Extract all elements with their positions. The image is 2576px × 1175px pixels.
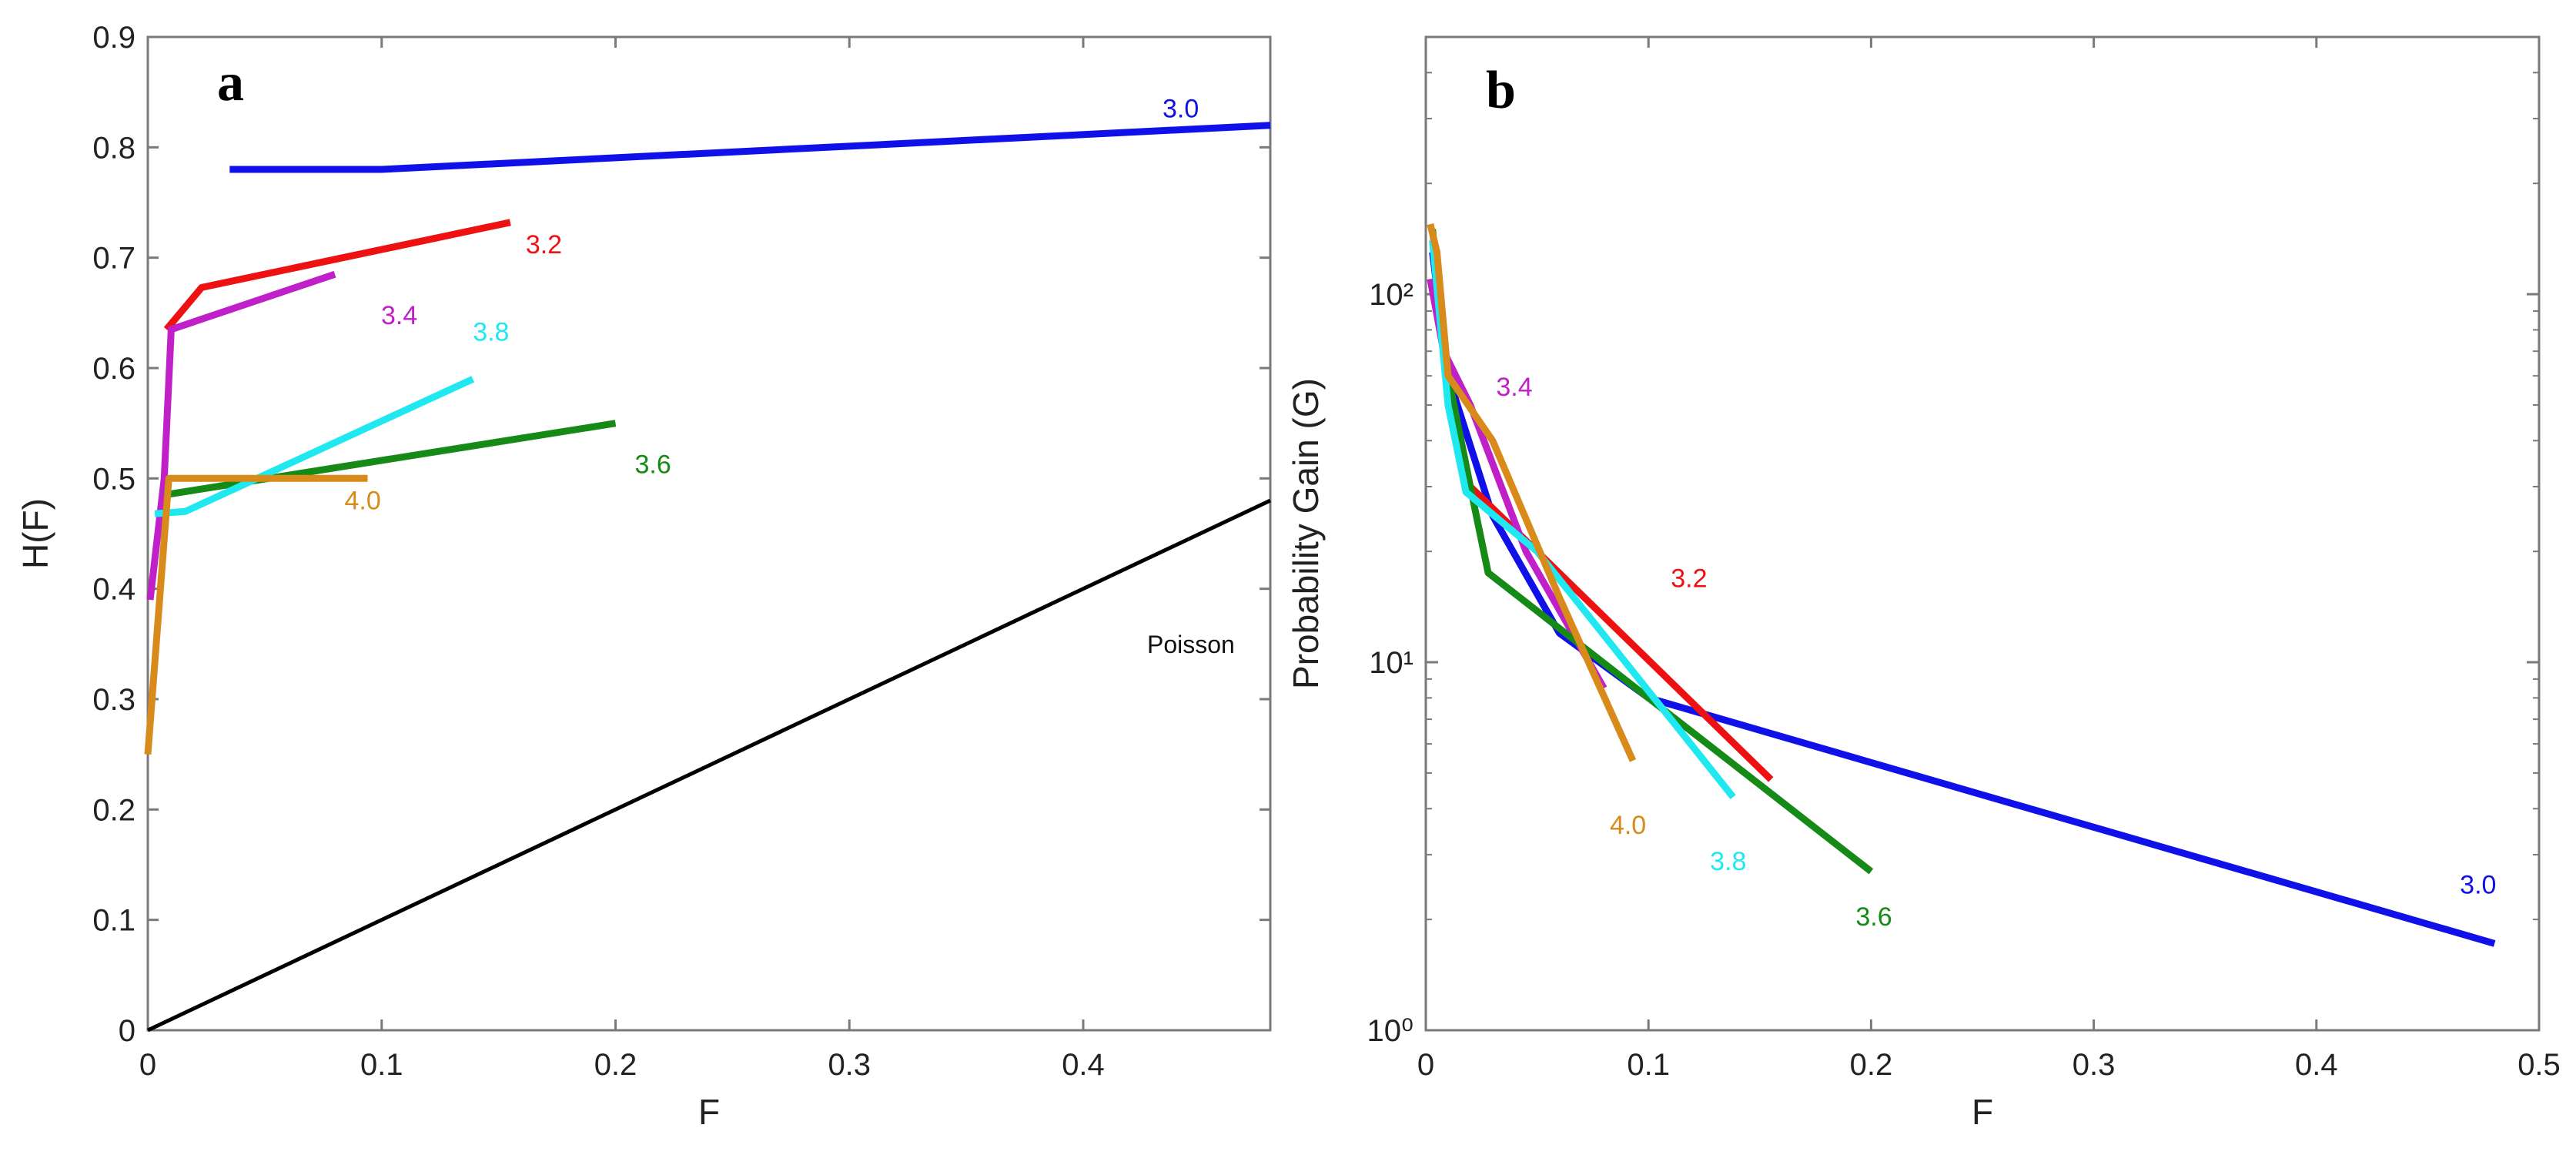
x-tick-label-a: 0: [139, 1048, 156, 1082]
y-tick-label-a: 0.4: [92, 573, 135, 607]
x-tick-label-a: 0.2: [594, 1048, 637, 1082]
y-tick-label-a: 0.1: [92, 904, 135, 938]
x-tick-label-b: 0.3: [2073, 1048, 2116, 1082]
series-label-b-4-0: 4.0: [1610, 811, 1646, 840]
series-line-a-4-0: [144, 474, 368, 755]
tick-labels-a: 0 0.1 0.2 0.3 0.4 0 0.1 0.2 0.3 0.4 0.5 0.6 0.7 0.8 0.…: [92, 21, 1104, 1082]
series-label-a-3-0: 3.0: [1163, 95, 1199, 124]
y-tick-label-b: 10²: [1369, 278, 1413, 312]
series-labels-a: 3.0 3.2 3.4 3.6 3.8 4.0: [345, 95, 1199, 516]
plot-frame-a: [146, 35, 1272, 1032]
series-label-a-3-4: 3.4: [381, 301, 417, 330]
y-tick-label-a: 0.3: [92, 683, 135, 717]
series-label-a-3-6: 3.6: [635, 450, 671, 480]
series-label-b-3-4: 3.4: [1496, 373, 1532, 402]
series-line-a-3-6: [163, 420, 617, 499]
panel-letter-b: b: [1486, 61, 1516, 120]
tick-marks-b: [1424, 36, 2541, 1032]
y-tick-label-a: 0.2: [92, 793, 135, 827]
x-tick-label-a: 0.3: [828, 1048, 871, 1082]
y-tick-label-a: 0.6: [92, 352, 135, 386]
x-tick-label-b: 0.4: [2295, 1048, 2338, 1082]
y-tick-label-a: 0: [119, 1014, 135, 1048]
panel-letter-a: a: [217, 53, 244, 112]
series-label-b-3-2: 3.2: [1671, 564, 1707, 593]
series-label-a-3-8: 3.8: [473, 317, 509, 346]
y-tick-label-b: 10¹: [1369, 646, 1413, 680]
series-line-a-poisson: [146, 498, 1272, 1033]
plot-frame-b: [1424, 35, 2541, 1032]
y-tick-label-a: 0.8: [92, 131, 135, 165]
y-tick-label-a: 0.7: [92, 242, 135, 276]
series-label-b-3-6: 3.6: [1855, 902, 1892, 932]
x-tick-label-b: 0.2: [1850, 1048, 1893, 1082]
series-group-b: [1427, 223, 2496, 947]
y-axis-label-b: Probability Gain (G): [1286, 378, 1326, 689]
series-label-b-3-8: 3.8: [1710, 847, 1746, 876]
series-line-b-3-6: [1429, 229, 1874, 875]
y-tick-label-a: 0.5: [92, 462, 135, 496]
x-tick-label-a: 0.4: [1062, 1048, 1105, 1082]
y-tick-label-b: 10⁰: [1367, 1014, 1413, 1048]
series-line-a-3-4: [146, 270, 336, 601]
x-tick-label-b: 0.5: [2517, 1048, 2561, 1082]
y-axis-label-a: H(F): [15, 498, 55, 569]
x-axis-label-b: F: [1972, 1092, 1993, 1132]
x-tick-label-b: 0.1: [1627, 1048, 1670, 1082]
series-line-b-3-0: [1429, 252, 2496, 947]
tick-marks-a: [146, 35, 1270, 1032]
series-labels-b: 3.0 3.2 3.4 3.6 3.8 4.0: [1496, 373, 2496, 932]
x-tick-label-b: 0: [1417, 1048, 1434, 1082]
y-tick-label-a: 0.9: [92, 21, 135, 55]
series-line-a-3-0: [229, 122, 1271, 173]
series-label-a-4-0: 4.0: [345, 486, 381, 515]
poisson-annotation: Poisson: [1147, 631, 1235, 658]
series-line-b-3-4: [1427, 278, 1607, 691]
series-line-a-3-2: [163, 219, 511, 332]
series-label-b-3-0: 3.0: [2460, 870, 2496, 899]
series-group-a: [144, 122, 1272, 1033]
panel-a: 0 0.1 0.2 0.3 0.4 0 0.1 0.2 0.3 0.4 0.5 0.6 0.7 0.8 0.…: [15, 21, 1272, 1132]
x-tick-label-a: 0.1: [360, 1048, 403, 1082]
x-axis-label-a: F: [698, 1092, 720, 1132]
series-label-a-3-2: 3.2: [526, 230, 562, 259]
series-line-b-4-0: [1427, 223, 1637, 762]
tick-labels-b: 0 0.1 0.2 0.3 0.4 0.5 10⁰ 10¹ 10²: [1367, 278, 2560, 1082]
series-line-a-3-8: [154, 376, 475, 517]
